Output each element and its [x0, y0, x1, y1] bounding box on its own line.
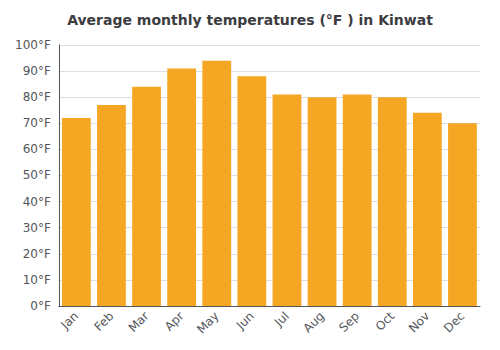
svg-text:Mar: Mar	[126, 309, 152, 335]
svg-text:20°F: 20°F	[23, 247, 51, 261]
svg-text:Aug: Aug	[301, 309, 327, 335]
svg-text:90°F: 90°F	[23, 64, 51, 78]
svg-text:Sep: Sep	[336, 309, 362, 335]
svg-text:50°F: 50°F	[23, 168, 51, 182]
svg-text:Nov: Nov	[406, 309, 432, 335]
svg-text:0°F: 0°F	[30, 299, 51, 313]
svg-text:Jul: Jul	[271, 309, 292, 330]
svg-text:Dec: Dec	[441, 309, 467, 335]
svg-text:Jan: Jan	[58, 309, 82, 333]
svg-text:10°F: 10°F	[23, 273, 51, 287]
svg-text:May: May	[194, 309, 221, 336]
svg-text:30°F: 30°F	[23, 221, 51, 235]
svg-text:Oct: Oct	[373, 309, 398, 334]
svg-text:40°F: 40°F	[23, 195, 51, 209]
svg-text:Average monthly temperatures (: Average monthly temperatures (°F ) in Ki…	[67, 12, 433, 28]
svg-text:60°F: 60°F	[23, 142, 51, 156]
svg-text:Feb: Feb	[92, 309, 117, 334]
svg-text:70°F: 70°F	[23, 116, 51, 130]
svg-text:100°F: 100°F	[15, 38, 51, 52]
svg-text:80°F: 80°F	[23, 90, 51, 104]
svg-text:Jun: Jun	[233, 309, 257, 333]
svg-text:Apr: Apr	[162, 309, 187, 334]
